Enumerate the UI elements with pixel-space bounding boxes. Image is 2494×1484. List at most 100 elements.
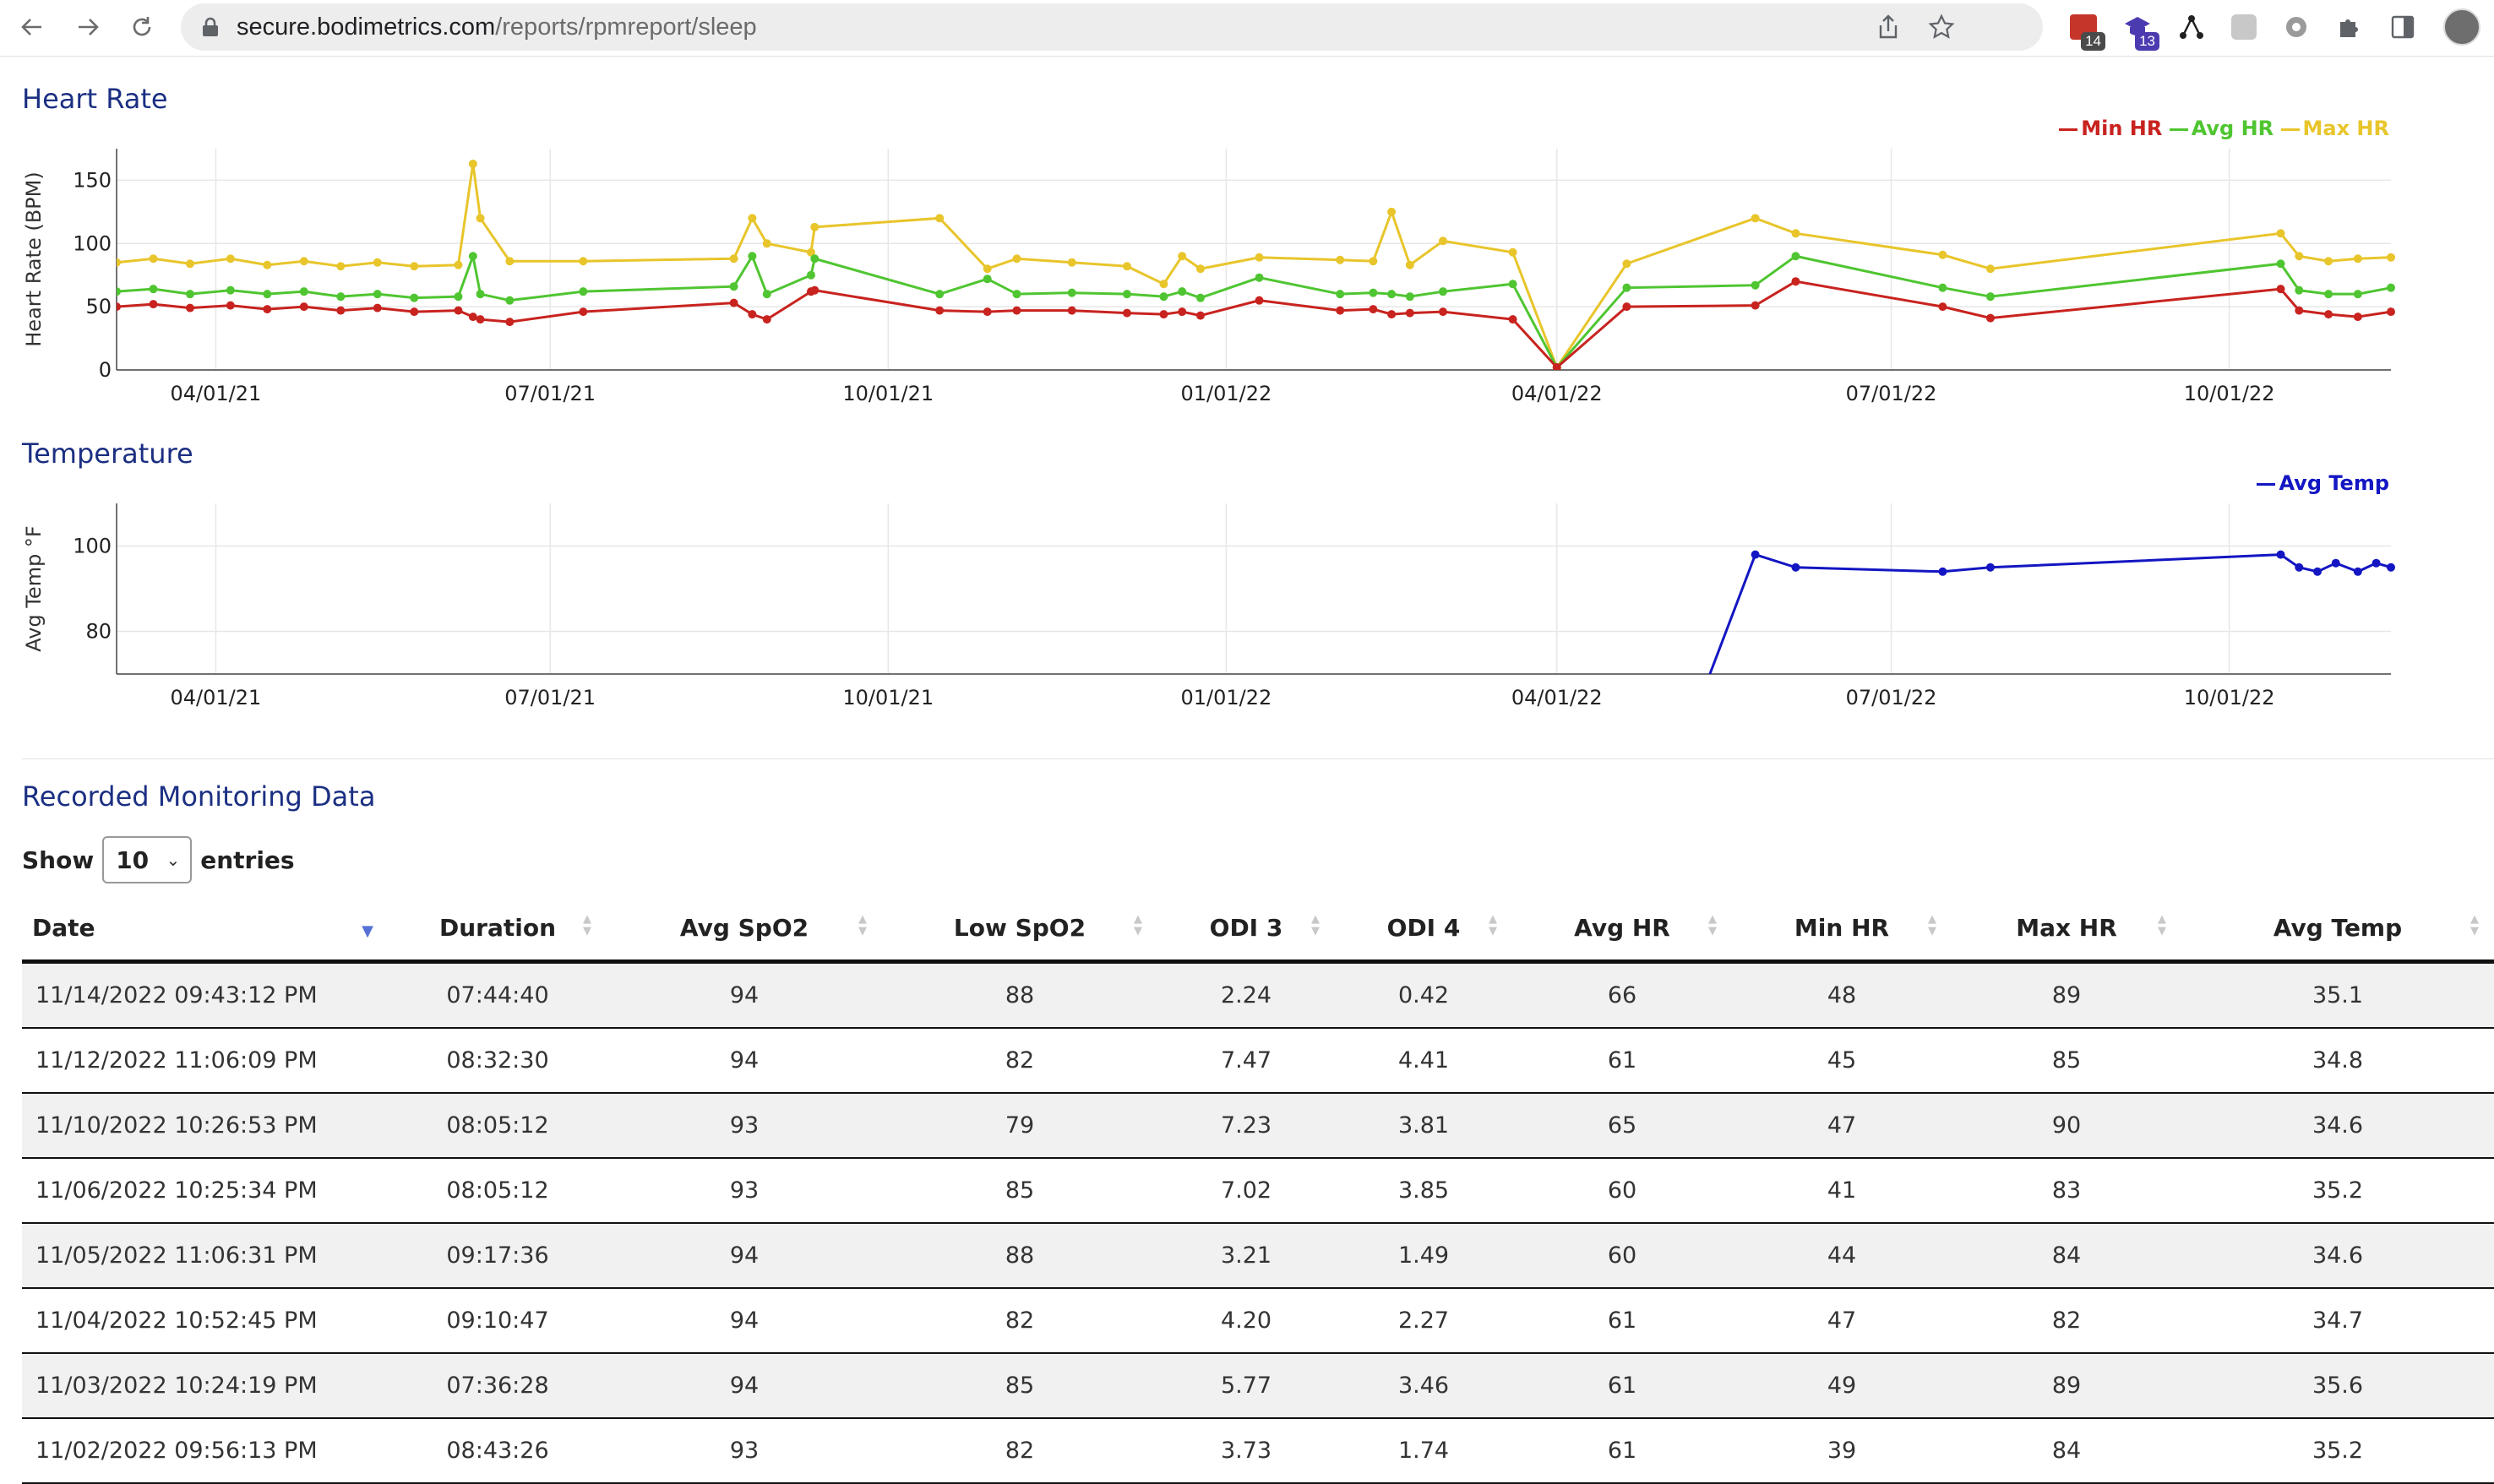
- x-tick-label: 10/01/22: [2184, 686, 2275, 709]
- side-panel-icon[interactable]: [2386, 10, 2420, 44]
- data-point: [2276, 550, 2285, 559]
- data-point: [1791, 229, 1800, 238]
- data-point: [579, 307, 588, 317]
- graduation-extension-icon[interactable]: 13: [2121, 10, 2159, 51]
- column-header[interactable]: Avg SpO2 ▲ ▼: [607, 895, 882, 964]
- data-point: [2276, 285, 2285, 294]
- data-point: [1508, 280, 1517, 289]
- table-cell: 44: [1732, 1223, 1952, 1289]
- data-point: [1622, 302, 1631, 312]
- series-group: [1708, 550, 2395, 674]
- data-point: [1622, 283, 1631, 292]
- data-point: [476, 290, 485, 299]
- calendar-extension-icon[interactable]: 14: [2067, 10, 2105, 51]
- temperature-legend: Avg Temp: [2257, 471, 2389, 495]
- k-extension-icon[interactable]: [2227, 10, 2261, 44]
- bookmark-star-icon[interactable]: [1928, 14, 1955, 41]
- back-button[interactable]: [14, 8, 51, 46]
- column-header-label: ODI 4: [1386, 913, 1461, 942]
- data-point: [336, 262, 346, 271]
- data-point: [2276, 229, 2285, 238]
- data-point: [149, 285, 158, 294]
- data-point: [1751, 301, 1760, 310]
- table-cell: 07:36:28: [389, 1353, 607, 1419]
- entries-select[interactable]: 10 ⌄: [102, 836, 193, 883]
- table-row[interactable]: 11/04/2022 10:52:45 PM 09:10:47 94 82 4.20 2.…: [22, 1288, 2494, 1354]
- data-point: [185, 303, 194, 313]
- browser-toolbar: secure.bodimetrics.com/reports/rpmreport…: [0, 0, 2494, 57]
- column-header[interactable]: Max HR ▲ ▼: [1952, 895, 2181, 964]
- column-header[interactable]: Low SpO2 ▲ ▼: [882, 895, 1157, 964]
- table-row[interactable]: 11/03/2022 10:24:19 PM 07:36:28 94 85 5.77 3.…: [22, 1353, 2494, 1419]
- column-header[interactable]: Date ▼: [22, 895, 389, 964]
- table-row[interactable]: 11/10/2022 10:26:53 PM 08:05:12 93 79 7.23 3.…: [22, 1093, 2494, 1159]
- data-point: [1369, 288, 1378, 297]
- data-point: [263, 290, 272, 299]
- table-row[interactable]: 11/06/2022 10:25:34 PM 08:05:12 93 85 7.02 3.…: [22, 1158, 2494, 1224]
- show-label: Show: [22, 845, 95, 874]
- x-tick-label: 07/01/21: [504, 686, 596, 709]
- data-point: [468, 313, 477, 322]
- column-header[interactable]: Min HR ▲ ▼: [1732, 895, 1952, 964]
- data-point: [806, 247, 815, 257]
- profile-avatar[interactable]: [2443, 8, 2480, 46]
- page-size-control: Show 10 ⌄ entries: [22, 836, 295, 883]
- data-point: [1195, 264, 1205, 274]
- y-tick-label: 100: [73, 535, 112, 558]
- data-point: [810, 285, 820, 295]
- table-cell: 35.2: [2181, 1158, 2494, 1224]
- data-point: [1255, 273, 1264, 282]
- data-point: [1122, 290, 1131, 299]
- network-extension-icon[interactable]: [2175, 10, 2208, 44]
- table-cell: 35.6: [2181, 1353, 2494, 1419]
- address-bar[interactable]: secure.bodimetrics.com/reports/rpmreport…: [181, 3, 2043, 51]
- column-header[interactable]: Avg Temp ▲ ▼: [2181, 895, 2494, 964]
- data-point: [185, 259, 194, 269]
- data-point: [1985, 292, 1995, 302]
- gear-extension-icon[interactable]: [2279, 10, 2313, 44]
- column-header[interactable]: ODI 3 ▲ ▼: [1157, 895, 1335, 964]
- sort-icon: ▲ ▼: [858, 913, 867, 938]
- column-header-label: Low SpO2: [953, 913, 1086, 942]
- table-body: 11/14/2022 09:43:12 PM 07:44:40 94 88 2.24 0.…: [22, 961, 2494, 1484]
- data-point: [117, 302, 121, 312]
- sort-desc-icon: ▼: [362, 922, 373, 940]
- data-point: [2295, 563, 2304, 572]
- data-point: [1012, 254, 1021, 264]
- y-tick-label: 0: [99, 358, 112, 382]
- table-cell: 61: [1512, 1418, 1732, 1484]
- sort-icon: ▲ ▼: [2470, 913, 2479, 938]
- data-point: [2324, 290, 2333, 299]
- data-point: [1255, 296, 1264, 305]
- data-point: [1791, 277, 1800, 286]
- url-host: secure.bodimetrics.com: [237, 14, 496, 41]
- data-point: [2353, 313, 2362, 322]
- table-cell: 60: [1512, 1158, 1732, 1224]
- column-header-label: Max HR: [2016, 913, 2117, 942]
- data-point: [1938, 250, 1947, 259]
- x-tick-label: 10/01/21: [842, 382, 934, 405]
- legend-max-hr: Max HR: [2302, 117, 2389, 140]
- column-header[interactable]: Duration ▲ ▼: [389, 895, 607, 964]
- reload-button[interactable]: [123, 8, 161, 46]
- sort-icon: ▲ ▼: [1928, 913, 1936, 938]
- table-cell: 7.47: [1157, 1028, 1335, 1094]
- table-cell: 89: [1952, 961, 2181, 1029]
- monitoring-data-table: Date ▼ Duration ▲ ▼ Avg SpO2 ▲ ▼ Low SpO2 ▲ ▼ ODI 3…: [22, 895, 2494, 1484]
- table-row[interactable]: 11/05/2022 11:06:31 PM 09:17:36 94 88 3.21 1.…: [22, 1223, 2494, 1289]
- column-header[interactable]: Avg HR ▲ ▼: [1512, 895, 1732, 964]
- y-axis-label: Avg Temp °F: [22, 525, 46, 651]
- data-point: [373, 258, 382, 267]
- table-row[interactable]: 11/12/2022 11:06:09 PM 08:32:30 94 82 7.47 4.…: [22, 1028, 2494, 1094]
- puzzle-extensions-icon[interactable]: [2332, 10, 2366, 44]
- table-cell: 34.7: [2181, 1288, 2494, 1354]
- table-row[interactable]: 11/02/2022 09:56:13 PM 08:43:26 93 82 3.73 1.…: [22, 1418, 2494, 1484]
- forward-button[interactable]: [69, 8, 106, 46]
- column-header[interactable]: ODI 4 ▲ ▼: [1335, 895, 1512, 964]
- data-point: [505, 318, 515, 327]
- data-point: [2324, 310, 2333, 319]
- share-icon[interactable]: [1876, 14, 1901, 41]
- column-header-label: Date: [32, 913, 95, 942]
- table-cell: 0.42: [1335, 961, 1512, 1029]
- table-row[interactable]: 11/14/2022 09:43:12 PM 07:44:40 94 88 2.24 0.…: [22, 961, 2494, 1029]
